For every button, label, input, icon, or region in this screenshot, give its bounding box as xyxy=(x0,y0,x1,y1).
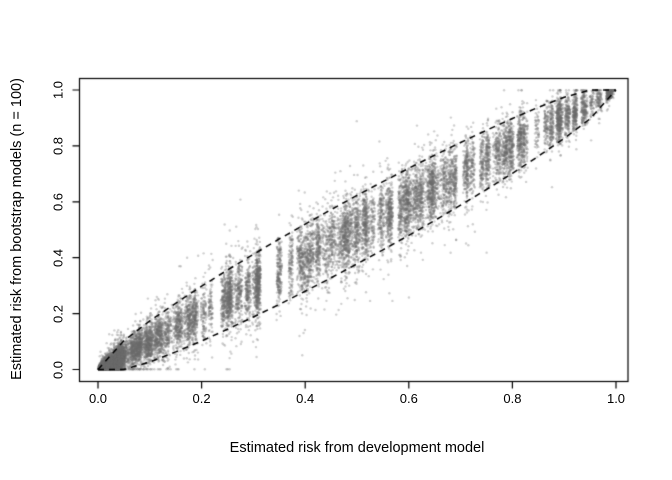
y-tick-label: 0.6 xyxy=(50,192,66,211)
y-axis-title: Estimated risk from bootstrap models (n … xyxy=(9,78,25,380)
x-tick-label: 0.4 xyxy=(296,391,315,406)
x-tick-label: 0.0 xyxy=(88,391,108,406)
x-tick-label: 1.0 xyxy=(606,391,626,406)
y-tick-label: 0.4 xyxy=(50,248,66,267)
y-tick-label: 1.0 xyxy=(50,80,66,100)
x-tick-label: 0.6 xyxy=(399,391,418,406)
y-tick-label: 0.2 xyxy=(50,304,66,323)
x-tick-label: 0.8 xyxy=(503,391,522,406)
y-tick-label: 0.8 xyxy=(50,136,66,155)
y-tick-label: 0.0 xyxy=(50,360,66,379)
x-axis-title: Estimated risk from development model xyxy=(229,440,485,456)
x-tick-label: 0.2 xyxy=(192,391,211,406)
